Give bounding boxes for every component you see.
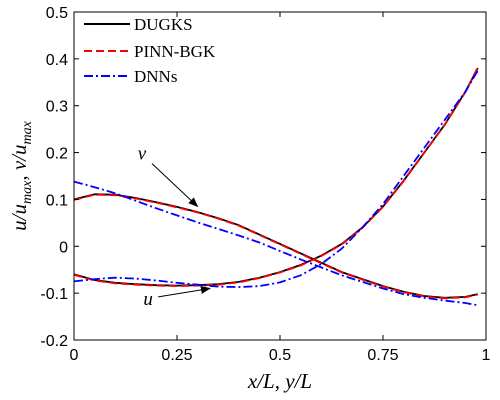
plot-background <box>74 12 486 340</box>
y-tick-label: 0.4 <box>46 52 68 69</box>
series-layer <box>73 66 479 307</box>
legend-label-pinn-bgk: PINN-BGK <box>134 42 216 61</box>
annotation-v-label: v <box>138 144 147 165</box>
y-tick-label: 0 <box>59 239 68 256</box>
x-tick-label: 0.5 <box>269 347 291 364</box>
annotation-v-arrow <box>151 163 199 208</box>
x-axis-label: x/L, y/L <box>247 369 312 393</box>
y-axis-label: u/umax, v/umax <box>7 120 35 230</box>
y-tick-label: -0.1 <box>40 286 68 303</box>
x-tick-label: 0 <box>70 347 79 364</box>
y-tick-label: 0.1 <box>46 192 68 209</box>
annotation-u-label: u <box>143 289 153 310</box>
tick-layer: 0 0.25 0.5 0.75 1 -0.2 -0.1 0 0.1 0.2 0.3 0.4 0.5 <box>40 5 490 364</box>
y-tick-label: 0.5 <box>46 5 68 22</box>
series-dnns-u-line <box>73 70 479 289</box>
x-tick-label: 1 <box>482 347 491 364</box>
series-pinn-bgk-v-line <box>73 193 479 300</box>
legend: DUGKS PINN-BGK DNNs <box>84 15 216 86</box>
y-tick-label: -0.2 <box>40 333 68 350</box>
x-tick-label: 0.25 <box>161 347 192 364</box>
x-tick-label: 0.75 <box>367 347 398 364</box>
annotation-u-arrow <box>158 285 211 298</box>
legend-label-dugks: DUGKS <box>134 15 193 34</box>
y-tick-label: 0.3 <box>46 99 68 116</box>
series-dnns-v-line <box>73 180 478 307</box>
legend-label-dnns: DNNs <box>134 67 177 86</box>
series-pinn-bgk-u-line <box>73 66 479 288</box>
annotation-layer: vu <box>138 144 211 310</box>
y-tick-label: 0.2 <box>46 146 68 163</box>
